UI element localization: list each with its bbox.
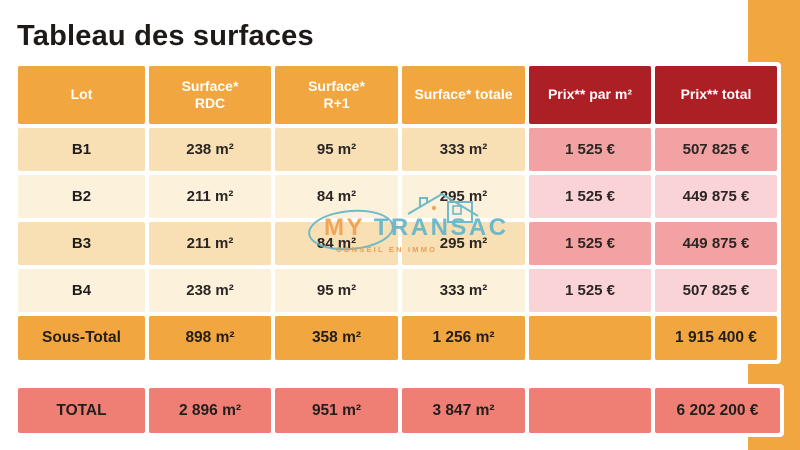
table-row-b2: B2 211 m² 84 m² 295 m² 1 525 € 449 875 € xyxy=(18,175,777,218)
col-header-surface-totale-label: Surface* totale xyxy=(414,86,513,103)
cell-b3-rdc: 211 m² xyxy=(149,222,271,265)
col-header-prix-total-label: Prix** total xyxy=(680,86,752,103)
surfaces-table: Lot Surface* RDC Surface* R+1 Surface* tot… xyxy=(14,62,781,364)
cell-b1-lot: B1 xyxy=(18,128,145,171)
cell-subtotal-label: Sous-Total xyxy=(18,316,145,360)
col-header-surface-totale: Surface* totale xyxy=(402,66,525,124)
col-header-prix-m2-label: Prix** par m² xyxy=(547,86,633,103)
col-header-prix-m2: Prix** par m² xyxy=(529,66,651,124)
cell-total-prix-total: 6 202 200 € xyxy=(655,388,780,433)
cell-b3-prix-total: 449 875 € xyxy=(655,222,777,265)
cell-b2-rdc: 211 m² xyxy=(149,175,271,218)
cell-total-totale: 3 847 m² xyxy=(402,388,525,433)
cell-b2-totale: 295 m² xyxy=(402,175,525,218)
cell-b4-prix-m2: 1 525 € xyxy=(529,269,651,312)
cell-b1-r1: 95 m² xyxy=(275,128,398,171)
cell-b3-prix-m2: 1 525 € xyxy=(529,222,651,265)
col-header-surface-rdc-line1: Surface* xyxy=(181,77,239,94)
col-header-surface-r1: Surface* R+1 xyxy=(275,66,398,124)
cell-b1-rdc: 238 m² xyxy=(149,128,271,171)
cell-b4-r1: 95 m² xyxy=(275,269,398,312)
total-row: TOTAL 2 896 m² 951 m² 3 847 m² 6 202 200… xyxy=(18,388,780,433)
col-header-surface-r1-line2: R+1 xyxy=(323,95,350,111)
page-title: Tableau des surfaces xyxy=(17,20,314,52)
cell-b4-rdc: 238 m² xyxy=(149,269,271,312)
cell-b2-prix-total: 449 875 € xyxy=(655,175,777,218)
col-header-lot: Lot xyxy=(18,66,145,124)
cell-b4-prix-total: 507 825 € xyxy=(655,269,777,312)
subtotal-row: Sous-Total 898 m² 358 m² 1 256 m² 1 915 … xyxy=(18,316,777,360)
total-table: TOTAL 2 896 m² 951 m² 3 847 m² 6 202 200… xyxy=(14,384,784,437)
table-row-b4: B4 238 m² 95 m² 333 m² 1 525 € 507 825 € xyxy=(18,269,777,312)
col-header-surface-rdc: Surface* RDC xyxy=(149,66,271,124)
table-row-b1: B1 238 m² 95 m² 333 m² 1 525 € 507 825 € xyxy=(18,128,777,171)
cell-total-prix-m2 xyxy=(529,388,651,433)
cell-b1-prix-m2: 1 525 € xyxy=(529,128,651,171)
cell-b2-prix-m2: 1 525 € xyxy=(529,175,651,218)
cell-b3-lot: B3 xyxy=(18,222,145,265)
cell-total-label: TOTAL xyxy=(18,388,145,433)
cell-subtotal-rdc: 898 m² xyxy=(149,316,271,360)
col-header-lot-label: Lot xyxy=(70,86,93,103)
cell-subtotal-prix-m2 xyxy=(529,316,651,360)
cell-b3-totale: 295 m² xyxy=(402,222,525,265)
cell-total-rdc: 2 896 m² xyxy=(149,388,271,433)
cell-b2-lot: B2 xyxy=(18,175,145,218)
col-header-surface-r1-line1: Surface* xyxy=(308,77,365,94)
cell-b3-r1: 84 m² xyxy=(275,222,398,265)
col-header-prix-total: Prix** total xyxy=(655,66,777,124)
cell-subtotal-prix-total: 1 915 400 € xyxy=(655,316,777,360)
col-header-surface-rdc-line2: RDC xyxy=(194,95,226,111)
cell-b1-prix-total: 507 825 € xyxy=(655,128,777,171)
cell-b1-totale: 333 m² xyxy=(402,128,525,171)
cell-b4-totale: 333 m² xyxy=(402,269,525,312)
header-row: Lot Surface* RDC Surface* R+1 Surface* tot… xyxy=(18,66,777,124)
table-row-b3: B3 211 m² 84 m² 295 m² 1 525 € 449 875 € xyxy=(18,222,777,265)
cell-total-r1: 951 m² xyxy=(275,388,398,433)
cell-subtotal-totale: 1 256 m² xyxy=(402,316,525,360)
cell-b2-r1: 84 m² xyxy=(275,175,398,218)
cell-b4-lot: B4 xyxy=(18,269,145,312)
cell-subtotal-r1: 358 m² xyxy=(275,316,398,360)
